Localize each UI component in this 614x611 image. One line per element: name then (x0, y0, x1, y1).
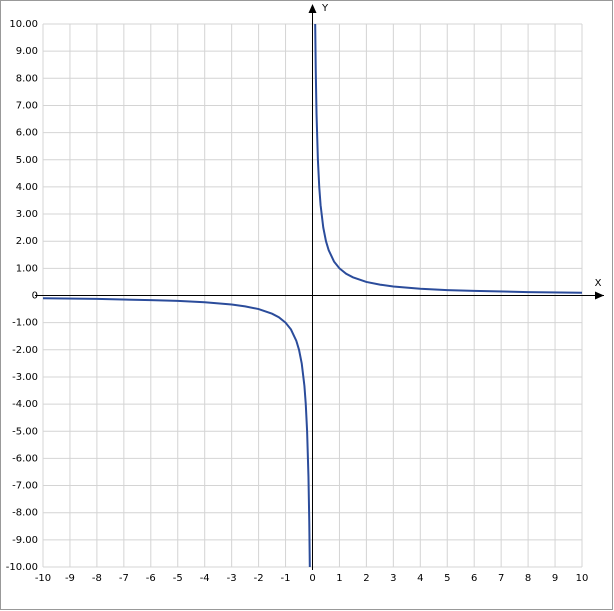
y-tick-label: -4.00 (12, 399, 38, 410)
y-tick-label: 8.00 (16, 73, 38, 84)
x-tick-label: 3 (390, 573, 396, 584)
x-tick-label: 4 (417, 573, 423, 584)
x-tick-label: -6 (146, 573, 156, 584)
y-tick-label: 10.00 (9, 19, 38, 30)
x-tick-label: 0 (309, 573, 315, 584)
y-tick-label: -8.00 (12, 508, 38, 519)
marks (43, 24, 582, 567)
y-tick-label: 9.00 (16, 46, 38, 57)
axes: -10 -9 -8 -7 -6 -5 -4 -3 -2 -1 0 1 2 3 4 5 6 7 8 9 1010.009.… (6, 4, 604, 584)
x-tick-label: -1 (281, 573, 291, 584)
x-tick-label: 9 (552, 573, 558, 584)
y-tick-label: -2.00 (12, 345, 38, 356)
x-tick-label: -2 (254, 573, 264, 584)
series-line (43, 24, 582, 567)
y-axis-arrow (308, 4, 317, 13)
x-tick-label: 10 (576, 573, 589, 584)
y-tick-label: 6.00 (16, 128, 38, 139)
x-tick-label: -4 (200, 573, 210, 584)
y-axis-label: Y (321, 3, 329, 14)
x-tick-label: 7 (498, 573, 504, 584)
y-tick-label: -10.00 (6, 562, 38, 573)
x-tick-label: 1 (336, 573, 342, 584)
x-axis-arrow (595, 291, 604, 300)
x-tick-label: 5 (444, 573, 450, 584)
x-tick-label: 6 (471, 573, 477, 584)
y-tick-label: -1.00 (12, 318, 38, 329)
y-tick-label: -5.00 (12, 426, 38, 437)
y-tick-label: -9.00 (12, 535, 38, 546)
x-tick-label: -9 (65, 573, 75, 584)
y-tick-label: 3.00 (16, 209, 38, 220)
x-tick-label: -10 (35, 573, 51, 584)
x-tick-label: -7 (119, 573, 129, 584)
x-tick-label: -8 (92, 573, 102, 584)
x-tick-label: -3 (227, 573, 237, 584)
y-tick-label: 4.00 (16, 182, 38, 193)
y-tick-label: -3.00 (12, 372, 38, 383)
y-tick-label: -6.00 (12, 453, 38, 464)
x-tick-label: 2 (363, 573, 369, 584)
x-tick-label: 8 (525, 573, 531, 584)
y-tick-label: -7.00 (12, 481, 38, 492)
y-tick-label: 2.00 (16, 236, 38, 247)
y-tick-label: 7.00 (16, 100, 38, 111)
y-tick-label: 5.00 (16, 155, 38, 166)
x-tick-label: -5 (173, 573, 183, 584)
y-tick-label: 0 (32, 291, 38, 302)
y-tick-label: 1.00 (16, 263, 38, 274)
x-axis-label: X (595, 278, 602, 289)
